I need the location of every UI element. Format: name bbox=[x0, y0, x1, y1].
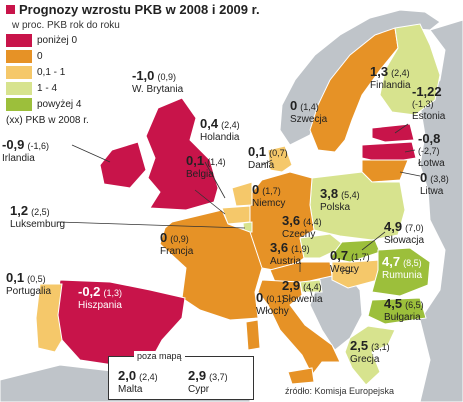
leader-luksemburg bbox=[57, 221, 246, 229]
inset-title: poza mapą bbox=[134, 351, 185, 361]
label-holandia: 0,4 (2,4) Holandia bbox=[200, 116, 240, 143]
title-marker bbox=[6, 5, 15, 14]
legend-item: poniżej 0 bbox=[6, 33, 156, 49]
label-finlandia: 1,3 (2,4) Finlandia bbox=[370, 64, 411, 91]
shape-francja bbox=[159, 209, 263, 321]
label-dania: 0,1 (0,7) Dania bbox=[248, 144, 288, 171]
label-polska: 3,8 (5,4) Polska bbox=[320, 186, 360, 213]
legend-item: 0 bbox=[6, 49, 156, 65]
legend-swatch bbox=[6, 34, 32, 47]
label-wegry: 0,7 (1,7) Węgry bbox=[330, 248, 370, 275]
leader-belgia bbox=[194, 189, 226, 215]
label-rumunia: 4,7 (8,5) Rumunia bbox=[382, 254, 423, 281]
label-niemcy: 0 (1,7) Niemcy bbox=[252, 182, 286, 209]
legend-swatch bbox=[6, 66, 32, 79]
shape-sycylia bbox=[287, 367, 315, 385]
label-czechy: 3,6 (4,4) Czechy bbox=[282, 213, 322, 240]
legend-label: 1 - 4 bbox=[37, 83, 58, 94]
leader-irlandia bbox=[71, 144, 111, 163]
shape-rumunia bbox=[371, 247, 431, 297]
legend-label: poniżej 0 bbox=[37, 35, 78, 46]
legend: poniżej 0 0 0,1 - 1 1 - 4 powyżej 4 bbox=[6, 33, 156, 113]
label-luksemburg: 1,2 (2,5) Luksemburg bbox=[10, 203, 66, 230]
leader-dania bbox=[261, 159, 273, 166]
shape-estonia bbox=[371, 123, 415, 143]
source-note: źródło: Komisja Europejska bbox=[285, 386, 395, 396]
label-wlochy: 0 (0,1) Włochy bbox=[256, 290, 289, 317]
legend-swatch bbox=[6, 98, 32, 111]
leader-holandia bbox=[204, 161, 226, 199]
label-slowenia: 2,9 (4,4) Słowenia bbox=[282, 278, 323, 305]
shape-portugalia bbox=[35, 283, 63, 353]
shape-luksemburg bbox=[242, 221, 253, 233]
map-title-text: Prognozy wzrostu PKB w 2008 i 2009 r. bbox=[19, 2, 260, 17]
shape-czechy bbox=[299, 233, 346, 259]
shape-litwa bbox=[361, 159, 409, 183]
leader-lotwa bbox=[404, 149, 416, 153]
label-estonia: -1,22 (-1,3) Estonia bbox=[412, 84, 446, 122]
leader-slowenia bbox=[309, 287, 313, 297]
label-lotwa: -0,8 (-2,7) Łotwa bbox=[418, 131, 445, 169]
shape-wlochy bbox=[257, 279, 341, 376]
leader-litwa bbox=[399, 171, 421, 177]
leader-wegry bbox=[341, 269, 355, 273]
label-portugalia: 0,1 (0,5) Portugalia bbox=[6, 270, 52, 297]
legend-item: 1 - 4 bbox=[6, 81, 156, 97]
leader-slowacja bbox=[361, 231, 386, 251]
legend-note: (xx) PKB w 2008 r. bbox=[6, 115, 89, 126]
shape-sardynia bbox=[245, 319, 261, 351]
shape-wbrytania bbox=[145, 97, 219, 211]
shape-finlandia bbox=[379, 23, 441, 116]
label-bulgaria: 4,5 (6,5) Bułgaria bbox=[384, 296, 424, 323]
inset-box bbox=[108, 356, 254, 400]
label-malta: 2,0 (2,4) Malta bbox=[118, 368, 158, 395]
label-slowacja: 4,9 (7,0) Słowacja bbox=[384, 219, 425, 246]
label-wbrytania: -1,0 (0,9) W. Brytania bbox=[132, 68, 184, 95]
shape-grecja bbox=[344, 325, 396, 386]
label-grecja: 2,5 (3,1) Grecja bbox=[350, 338, 390, 365]
shape-dania bbox=[267, 145, 293, 173]
legend-label: 0 bbox=[37, 51, 43, 62]
map-title: Prognozy wzrostu PKB w 2008 i 2009 r. bbox=[6, 2, 260, 17]
label-cypr: 2,9 (3,7) Cypr bbox=[188, 368, 228, 395]
country-shapes bbox=[35, 23, 441, 386]
label-litwa: 0 (3,8) Litwa bbox=[420, 170, 449, 197]
label-austria: 3,6 (1,9) Austria bbox=[270, 240, 310, 267]
label-francja: 0 (0,9) Francja bbox=[160, 230, 194, 257]
legend-item: powyżej 4 bbox=[6, 97, 156, 113]
shape-holandia bbox=[231, 181, 253, 207]
label-irlandia: -0,9 (-1,6) Irlandia bbox=[2, 137, 49, 164]
label-szwecja: 0 (1,4) Szwecja bbox=[290, 98, 328, 125]
legend-swatch bbox=[6, 50, 32, 63]
legend-label: 0,1 - 1 bbox=[37, 67, 66, 78]
legend-label: powyżej 4 bbox=[37, 99, 82, 110]
legend-swatch bbox=[6, 82, 32, 95]
map-subtitle: w proc. PKB rok do roku bbox=[12, 20, 120, 31]
shape-irlandia bbox=[99, 141, 147, 189]
leader-lines bbox=[57, 123, 421, 297]
label-hiszpania: -0,2 (1,3) Hiszpania bbox=[78, 284, 122, 311]
legend-item: 0,1 - 1 bbox=[6, 65, 156, 81]
leader-estonia bbox=[394, 123, 409, 134]
shape-bulgaria bbox=[367, 297, 427, 325]
label-belgia: 0,1 (1,4) Belgia bbox=[186, 153, 226, 180]
